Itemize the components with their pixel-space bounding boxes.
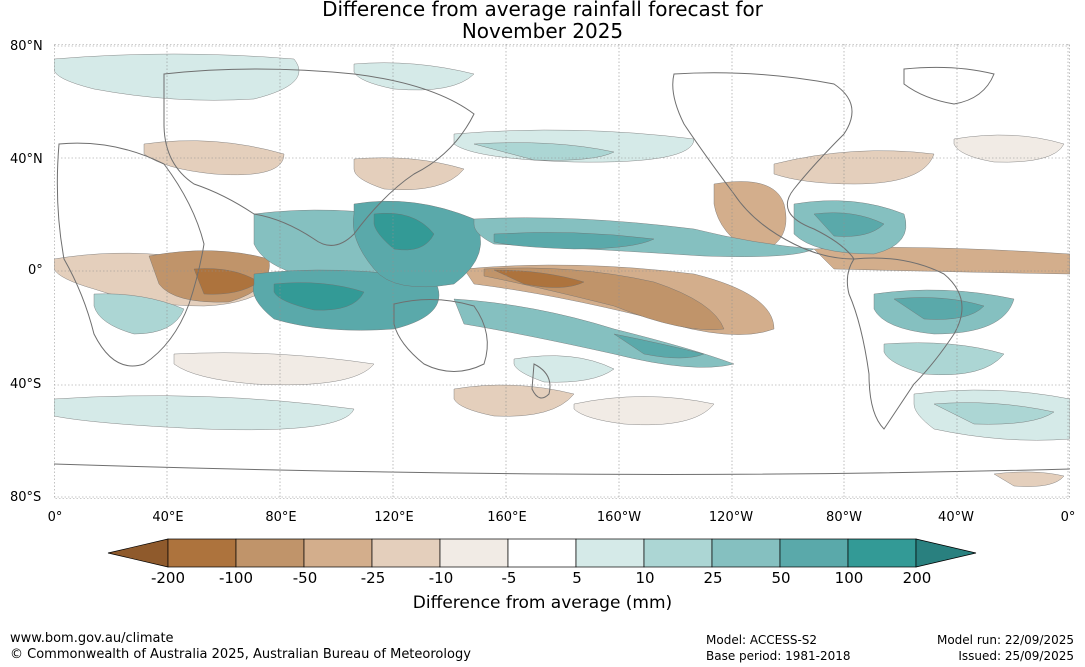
continent-outlines	[54, 66, 1070, 475]
map-title-line1: Difference from average rainfall forecas…	[322, 0, 763, 21]
legend-tick-label: -5	[501, 569, 517, 587]
colorbar	[107, 538, 977, 568]
legend-tick-label: -25	[360, 569, 386, 587]
legend-tick-label: 10	[635, 569, 655, 587]
colorbar-box	[371, 538, 441, 568]
footer-issued: Issued: 25/09/2025	[958, 649, 1074, 663]
lat-label-0: 0°	[28, 263, 43, 278]
footer-url: www.bom.gov.au/climate	[10, 631, 174, 646]
lon-label-0-right: 0°	[1060, 510, 1076, 525]
lon-label-160e: 160°E	[487, 510, 527, 525]
legend-tick-label: 100	[834, 569, 864, 587]
footer-model-run: Model run: 22/09/2025	[936, 633, 1074, 647]
map-title-line2: November 2025	[461, 19, 624, 43]
lon-label-120e: 120°E	[374, 510, 414, 525]
lat-label-40s: 40°S	[10, 377, 42, 392]
colorbar-box	[235, 538, 305, 568]
rainfall-anomaly-map	[54, 44, 1070, 499]
lat-label-40n: 40°N	[10, 152, 43, 167]
colorbar-box	[779, 538, 849, 568]
lon-label-80e: 80°E	[265, 510, 297, 525]
colorbar-box	[507, 538, 577, 568]
legend-tick-label: 200	[902, 569, 932, 587]
colorbar-box	[643, 538, 713, 568]
colorbar-box	[711, 538, 781, 568]
legend-tick-label: 5	[572, 569, 582, 587]
footer-copyright: © Commonwealth of Australia 2025, Austra…	[10, 647, 471, 662]
colorbar-box	[439, 538, 509, 568]
legend-tick-label: 25	[703, 569, 723, 587]
colorbar-box	[847, 538, 917, 568]
lon-label-120w: 120°W	[708, 510, 754, 525]
legend-tick-label: 50	[771, 569, 791, 587]
colorbar-arrow-max	[915, 538, 977, 568]
lat-label-80s: 80°S	[10, 490, 42, 505]
colorbar-box	[303, 538, 373, 568]
colorbar-box	[575, 538, 645, 568]
footer-base-period: Base period: 1981-2018	[706, 649, 851, 663]
lon-label-160w: 160°W	[596, 510, 642, 525]
colorbar-arrow-min	[107, 538, 169, 568]
lon-label-0-left: 0°	[47, 510, 63, 525]
colorbar-box	[167, 538, 237, 568]
graticule	[54, 44, 1070, 499]
legend-tick-label: -10	[428, 569, 454, 587]
lon-label-80w: 80°W	[826, 510, 862, 525]
legend-tick-label: -200	[150, 569, 186, 587]
footer-model: Model: ACCESS-S2	[706, 633, 818, 647]
legend-tick-label: -50	[292, 569, 318, 587]
legend-title: Difference from average (mm)	[412, 593, 673, 613]
lon-label-40e: 40°E	[152, 510, 184, 525]
legend-tick-label: -100	[218, 569, 254, 587]
lat-label-80n: 80°N	[10, 39, 43, 54]
lon-label-40w: 40°W	[938, 510, 974, 525]
